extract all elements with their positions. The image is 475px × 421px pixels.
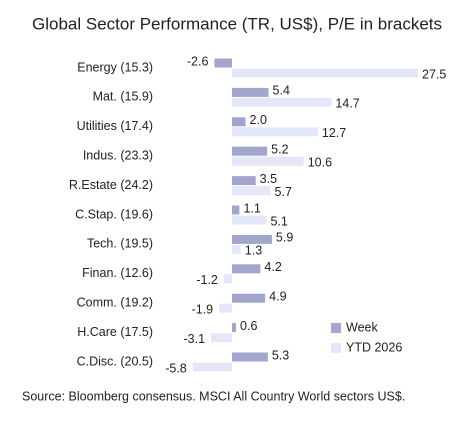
value-label: 5.9	[276, 231, 293, 245]
value-label: 27.5	[422, 67, 446, 81]
legend-label: YTD 2026	[346, 340, 402, 354]
category-label: Mat. (15.9)	[93, 90, 153, 104]
value-label: -1.2	[196, 273, 218, 287]
value-label: 4.2	[264, 260, 281, 274]
bar	[232, 264, 261, 274]
bar	[232, 323, 237, 333]
value-label: 5.7	[275, 185, 292, 199]
value-label: -3.1	[183, 332, 205, 346]
chart-title: Global Sector Performance (TR, US$), P/E…	[32, 14, 442, 33]
bar	[232, 352, 268, 362]
category-label: Energy (15.3)	[77, 60, 153, 74]
value-label: 5.1	[270, 214, 287, 228]
category-label: Tech. (19.5)	[87, 237, 153, 251]
bar	[232, 87, 269, 97]
value-label: 2.0	[250, 113, 267, 127]
bar	[223, 274, 232, 284]
value-label: 5.3	[272, 348, 289, 362]
category-label: Indus. (23.3)	[83, 148, 153, 162]
category-label: Finan. (12.6)	[82, 266, 153, 280]
source-note: Source: Bloomberg consensus. MSCI All Co…	[22, 389, 405, 403]
bar	[232, 156, 304, 166]
legend-swatch	[331, 323, 341, 333]
category-label: Comm. (19.2)	[77, 295, 153, 309]
value-label: 5.2	[271, 142, 288, 156]
bar	[232, 293, 266, 303]
bar	[232, 234, 272, 244]
bar	[232, 244, 241, 254]
value-label: 10.6	[308, 155, 332, 169]
legend-swatch	[331, 343, 341, 353]
value-label: 1.3	[245, 244, 262, 258]
category-label: R.Estate (24.2)	[69, 178, 153, 192]
value-label: 4.9	[269, 289, 286, 303]
value-label: 12.7	[322, 126, 346, 140]
bar	[232, 146, 268, 156]
value-label: 1.1	[243, 201, 260, 215]
bar	[232, 205, 240, 215]
category-label: Utilities (17.4)	[77, 119, 153, 133]
bar	[192, 362, 232, 372]
bar	[232, 176, 256, 186]
value-label: 5.4	[273, 84, 290, 98]
bar	[232, 215, 267, 225]
bar	[211, 333, 232, 343]
bar	[232, 117, 246, 127]
category-label: C.Stap. (19.6)	[75, 207, 153, 221]
value-label: 3.5	[260, 172, 277, 186]
legend-label: Week	[346, 320, 378, 334]
bar	[232, 186, 271, 196]
value-label: -2.6	[187, 54, 209, 68]
category-label: C.Disc. (20.5)	[77, 354, 153, 368]
category-label: H.Care (17.5)	[77, 325, 153, 339]
value-label: -1.9	[192, 302, 214, 316]
bar	[232, 127, 318, 137]
value-label: 0.6	[240, 319, 257, 333]
bar	[232, 97, 332, 107]
bar	[219, 303, 232, 313]
bar	[232, 68, 418, 78]
value-label: 14.7	[335, 97, 359, 111]
bar	[214, 58, 232, 68]
value-label: -5.8	[165, 361, 187, 375]
